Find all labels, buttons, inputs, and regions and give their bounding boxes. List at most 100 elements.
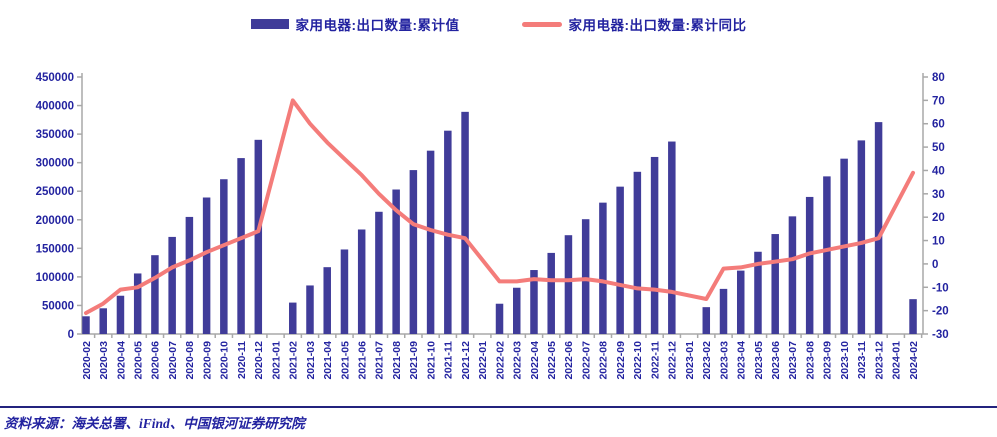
x-axis-label: 2022-02 [494,341,506,380]
x-axis-label: 2020-10 [219,341,231,380]
x-axis-label: 2021-11 [443,341,455,379]
bar [719,288,728,334]
legend-item-cumulative-value: 家用电器:出口数量:累计值 [250,14,460,34]
bar [409,170,418,334]
x-axis-label: 2023-01 [684,341,696,380]
bar [375,211,383,334]
x-axis-label: 2023-10 [839,341,851,380]
x-axis-label: 2024-01 [891,341,903,380]
x-axis-label: 2023-07 [787,341,799,380]
right-axis-tick-label: 10 [932,236,945,248]
x-axis-label: 2021-05 [339,341,351,380]
bar [185,216,194,334]
left-axis-tick-label: 50000 [42,300,74,312]
bar [392,189,400,334]
left-axis-tick-label: 250000 [36,186,74,198]
bar [495,303,504,334]
x-axis-label: 2020-08 [184,341,196,380]
bar [547,252,555,334]
x-axis-label: 2023-12 [873,341,885,380]
x-axis-label: 2021-08 [391,341,403,380]
bar [426,150,435,334]
x-axis-label: 2024-02 [908,341,920,380]
left-axis-tick-label: 0 [68,329,74,341]
x-axis-label: 2020-07 [167,341,179,380]
right-axis-tick-label: 70 [932,95,945,107]
x-axis-label: 2021-09 [408,341,420,380]
right-axis-tick-label: -30 [932,329,949,341]
x-axis-label: 2021-02 [288,341,300,380]
left-axis-tick-label: 400000 [36,101,74,113]
right-axis-tick-label: 80 [932,72,945,84]
footer-divider [0,406,997,408]
right-axis-tick-label: 40 [932,165,945,177]
bar [857,140,866,334]
bar [530,270,538,334]
bar [616,186,624,334]
x-axis-label: 2021-10 [425,341,437,380]
chart-legend: 家用电器:出口数量:累计值 家用电器:出口数量:累计同比 [0,14,997,34]
source-note: 资料来源：海关总署、iFind、中国银河证券研究院 [4,416,305,431]
bar [650,156,659,334]
x-axis-label: 2022-10 [632,341,644,380]
right-axis-tick-label: 30 [932,189,945,201]
right-axis-tick-label: 50 [932,142,945,154]
legend-item-yoy: 家用电器:出口数量:累计同比 [521,14,747,34]
bar [823,176,831,334]
left-axis-tick-label: 350000 [36,129,74,141]
legend-label-cumulative-value: 家用电器:出口数量:累计值 [295,18,460,33]
x-axis-label: 2021-12 [460,341,472,380]
left-axis-tick-label: 450000 [36,72,74,84]
bar [168,236,176,334]
right-axis-tick-label: -20 [932,306,949,318]
right-axis-tick-label: 20 [932,212,945,224]
x-axis-labels: 2020-02 2020-03 2020-04 2020-05 2020-06 2020-… [81,341,920,380]
bar [82,316,90,334]
bar [306,285,314,334]
x-axis-label: 2023-11 [856,341,868,379]
x-axis-label: 2022-04 [529,341,541,380]
x-axis-label: 2021-06 [356,341,368,380]
x-axis-label: 2020-09 [201,341,213,380]
bar [289,302,297,334]
yoy-trend-line [84,98,915,315]
x-axis-label: 2020-06 [150,341,162,380]
bar [874,122,883,335]
x-axis-label: 2022-09 [615,341,627,380]
x-axis-label: 2022-12 [667,341,679,380]
bar [220,179,228,334]
bar-series-swatch [250,19,289,29]
x-axis-label: 2022-08 [598,341,610,380]
bar [805,196,814,334]
bar [323,267,331,334]
left-axis-tick-label: 100000 [36,272,74,284]
left-axis-tick-label: 200000 [36,215,74,227]
bar [581,219,590,334]
x-axis-label: 2023-02 [701,341,713,380]
line-series-swatch [521,21,562,27]
bar [599,202,607,334]
left-axis-tick-label: 150000 [36,243,74,255]
x-axis-label: 2020-05 [132,341,144,380]
legend-label-yoy: 家用电器:出口数量:累计同比 [568,18,747,33]
bar [99,308,107,334]
x-axis-label: 2022-07 [580,341,592,380]
bar-series [82,111,917,335]
bar [151,255,159,334]
x-axis-label: 2022-03 [512,341,524,380]
bar [736,270,745,334]
bar [564,235,573,334]
bar [754,251,762,334]
x-axis-label: 2022-06 [563,341,575,380]
bar [702,307,711,334]
x-axis-label: 2020-04 [115,341,127,380]
bar [788,216,797,334]
x-axis-label: 2021-03 [305,341,317,380]
x-axis-label: 2023-05 [753,341,765,380]
x-axis-label: 2022-01 [477,341,489,380]
x-axis-label: 2021-04 [322,341,334,380]
axis-tick-labels: 0 50000 100000 150000 200000 250000 300000 3500… [36,72,949,341]
x-axis-label: 2021-01 [270,341,282,380]
